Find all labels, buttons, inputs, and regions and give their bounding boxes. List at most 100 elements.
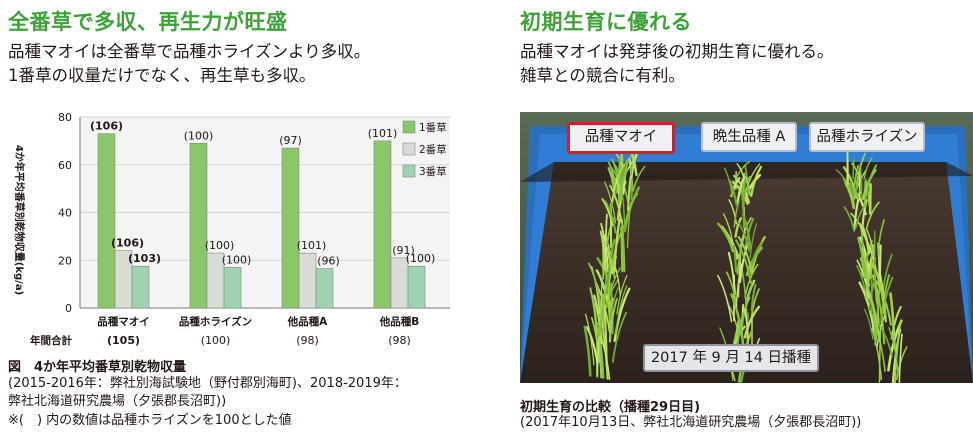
- seedling-blade: [843, 206, 856, 232]
- seedling-blade: [626, 201, 632, 249]
- seedling-blade: [632, 165, 646, 192]
- seedling-blade: [611, 165, 624, 203]
- seedling-blade: [735, 265, 742, 309]
- seedling-blade: [873, 264, 887, 316]
- seedling-blade: [599, 230, 608, 274]
- seedling-blade: [717, 222, 735, 253]
- data-label: (100): [406, 252, 436, 265]
- seedling-blade: [583, 325, 592, 377]
- seedling-blade: [717, 274, 733, 323]
- seedling-blade: [606, 267, 621, 309]
- data-label: (91): [392, 244, 415, 257]
- seedling-blade: [846, 150, 849, 185]
- data-label: (101): [297, 239, 327, 252]
- annual-total-label: (98): [296, 334, 319, 347]
- data-label: (106): [90, 120, 123, 133]
- seedling-blade: [589, 287, 598, 336]
- data-label: (101): [368, 127, 398, 140]
- bar-1-3: [281, 147, 300, 309]
- chart-caption-line-1: (2015-2016年：弊社別海試験地（野付郡別海町)、2018-2019年：: [8, 376, 407, 391]
- y-tick-label: 80: [58, 111, 72, 124]
- left-lead-line-1: 品種マオイは全番草で品種ホライズンより多収。: [8, 42, 371, 61]
- legend-swatch: [402, 142, 416, 156]
- seedling-blade: [888, 326, 899, 373]
- seedling-blade: [593, 294, 604, 345]
- y-tick-label: 40: [58, 207, 72, 220]
- legend-swatch: [402, 164, 416, 178]
- seedling-blade: [743, 308, 749, 339]
- seedling-blade: [742, 179, 747, 207]
- seedling-blade: [741, 280, 754, 331]
- y-tick-label: 20: [58, 254, 72, 267]
- seedling-blade: [877, 219, 886, 252]
- seedling-blade: [878, 324, 882, 383]
- seedling-blade: [588, 262, 602, 308]
- seedling-blade: [740, 191, 746, 229]
- seedling-blade: [868, 278, 876, 312]
- seedling-blade: [613, 287, 631, 343]
- seedling-blade: [861, 199, 868, 228]
- sowing-date-label: 2017 年 9 月 14 日播種: [643, 344, 819, 372]
- seedling-blade: [595, 269, 609, 305]
- chart-caption-line-2: 弊社北海道研究農場（夕張郡長沼町)): [8, 394, 227, 409]
- seedling-blade: [727, 251, 737, 296]
- seedling-blade: [735, 239, 752, 284]
- x-tick-label: 他品種B: [379, 315, 420, 328]
- seedling-blade: [732, 244, 738, 273]
- seedling-blade: [889, 292, 896, 349]
- seedling-blade: [742, 213, 752, 250]
- photo-label-maoi: 品種マオイ: [567, 122, 675, 154]
- seedling-blade: [749, 223, 758, 259]
- seedling-blade: [747, 240, 764, 277]
- seedling-blade: [871, 327, 883, 381]
- data-label: (96): [317, 255, 340, 268]
- x-tick-label: 品種マオイ: [97, 315, 150, 328]
- annual-total-label: (100): [201, 334, 231, 347]
- y-tick-label: 0: [65, 302, 72, 315]
- seedling-blade: [617, 169, 628, 203]
- chart-caption-line-3: ※( ) 内の数値は品種ホライズンを100とした値: [8, 413, 292, 428]
- seedling-blade: [733, 200, 740, 228]
- seedling-blade: [728, 179, 738, 206]
- seedling-blade: [598, 289, 608, 337]
- seedling-blade: [604, 181, 617, 224]
- seedling-blade: [864, 164, 878, 201]
- seedling-blade: [609, 298, 618, 341]
- seedling-blade: [854, 205, 865, 229]
- legend-label: 1番草: [419, 122, 447, 134]
- photo-label-horizon: 品種ホライズン: [809, 122, 925, 152]
- bar-3-4: [407, 265, 426, 309]
- data-label: (100): [205, 239, 235, 252]
- data-label: (100): [184, 129, 214, 142]
- seedling-blade: [598, 305, 609, 380]
- seedling-blade: [850, 212, 867, 241]
- right-heading: 初期生育に優れる: [520, 10, 692, 34]
- seedling-blade: [898, 333, 903, 383]
- seedling-blade: [584, 313, 595, 366]
- seedling-blade: [605, 238, 616, 295]
- bar-1-1: [97, 133, 116, 309]
- seedling-blade: [609, 184, 623, 223]
- legend-label: 2番草: [419, 144, 447, 156]
- x-tick-label: 他品種A: [287, 315, 328, 328]
- bar-2-4: [390, 257, 409, 309]
- annual-total-label: (105): [107, 334, 140, 347]
- seedling-blade: [586, 326, 599, 366]
- seedling-blade: [730, 293, 745, 347]
- seedling-blade: [739, 242, 750, 284]
- seedling-blade: [750, 288, 760, 319]
- left-heading: 全番草で多収、再生力が旺盛: [8, 10, 288, 34]
- data-label: (106): [111, 237, 144, 250]
- seedling-blade: [617, 153, 635, 179]
- bar-1-4: [373, 140, 392, 309]
- left-lead-line-2: 1番草の収量だけでなく、再生草も多収。: [8, 66, 316, 85]
- legend-label: 3番草: [419, 166, 447, 178]
- seedling-blade: [857, 237, 866, 279]
- seedling-comparison-photo: 品種マオイ 晩生品種 A 品種ホライズン 2017 年 9 月 14 日播種: [520, 112, 973, 383]
- seedling-blade: [863, 156, 873, 180]
- seedling-blade: [601, 234, 614, 275]
- bar-3-1: [131, 265, 150, 309]
- seedling-blade: [852, 169, 868, 203]
- seedling-blade: [604, 200, 617, 234]
